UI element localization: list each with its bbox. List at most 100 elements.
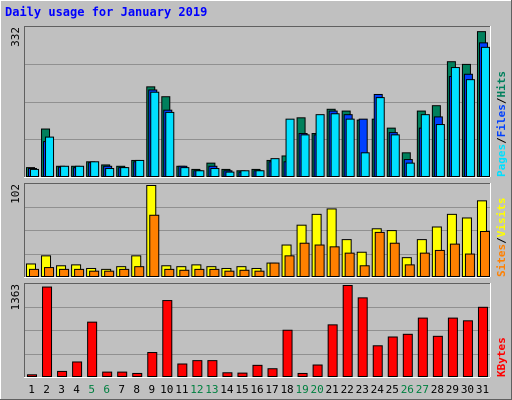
x-tick-label: 25 xyxy=(386,383,399,396)
x-tick-label: 2 xyxy=(43,383,50,396)
sites-bar xyxy=(449,243,460,278)
sites-bar xyxy=(59,268,70,278)
pages-bar xyxy=(345,118,355,177)
x-tick-label: 30 xyxy=(461,383,474,396)
kbytes-bar xyxy=(42,286,53,377)
kbytes-bar xyxy=(387,336,398,377)
sites-bar xyxy=(464,253,475,278)
pages-bar xyxy=(435,124,445,177)
x-tick-label: 11 xyxy=(175,383,188,396)
legend-visits: Visits xyxy=(495,198,508,238)
pages-bar xyxy=(315,114,325,178)
kbytes-bar xyxy=(117,371,128,378)
panel-3-ymax-label: 1363 xyxy=(9,284,22,311)
x-tick-label: 6 xyxy=(103,383,110,396)
legend-files: Files xyxy=(495,104,508,137)
sites-bar xyxy=(239,269,250,277)
kbytes-bar xyxy=(357,297,368,378)
pages-bar xyxy=(420,114,430,178)
kbytes-bar xyxy=(432,335,443,377)
pages-bar xyxy=(60,165,70,177)
pages-bar xyxy=(300,134,310,177)
panel-3-legend: KBytes xyxy=(495,337,508,377)
sites-bar xyxy=(374,231,385,277)
legend-sep: / xyxy=(495,97,508,104)
pages-bar xyxy=(480,46,490,177)
sites-bar xyxy=(344,252,355,278)
sites-bar xyxy=(389,242,400,278)
pages-bar xyxy=(45,136,55,177)
kbytes-bar xyxy=(102,371,113,378)
x-tick-label: 19 xyxy=(295,383,308,396)
kbytes-bar xyxy=(282,329,293,377)
x-tick-label: 9 xyxy=(148,383,155,396)
panel-2-legend: Sites/Visits xyxy=(495,198,508,278)
kbytes-bar xyxy=(237,372,248,377)
kbytes-bar xyxy=(87,321,98,377)
kbytes-bar xyxy=(417,317,428,378)
x-tick-label: 29 xyxy=(446,383,459,396)
kbytes-bar xyxy=(207,360,218,377)
kbytes-bar xyxy=(162,300,173,377)
sites-bar xyxy=(89,270,100,278)
pages-bar xyxy=(30,168,39,178)
pages-bar xyxy=(210,168,220,177)
pages-bar xyxy=(270,158,280,178)
pages-bar xyxy=(450,67,460,177)
x-tick-label: 23 xyxy=(356,383,369,396)
sites-bar xyxy=(299,242,310,278)
sites-bar xyxy=(134,266,145,278)
x-tick-label: 8 xyxy=(133,383,140,396)
kbytes-bar xyxy=(402,333,413,378)
pages-bar xyxy=(150,91,160,177)
sites-bar xyxy=(419,252,430,278)
pages-bar xyxy=(465,79,475,177)
sites-bar xyxy=(29,268,39,278)
kbytes-bar xyxy=(57,370,68,378)
kbytes-bar xyxy=(177,363,188,377)
pages-bar xyxy=(225,171,235,177)
panel-2-ymax-label: 102 xyxy=(9,184,22,204)
kbytes-bar xyxy=(462,320,473,378)
x-tick-label: 12 xyxy=(190,383,203,396)
x-tick-label: 16 xyxy=(250,383,263,396)
x-tick-label: 1 xyxy=(28,383,35,396)
sites-bar xyxy=(314,244,325,278)
sites-bar xyxy=(44,267,55,277)
sites-bar xyxy=(284,255,295,277)
x-tick-label: 20 xyxy=(311,383,324,396)
panel-1-legend: Pages/Files/Hits xyxy=(495,71,508,177)
legend-pages: Pages xyxy=(495,144,508,177)
kbytes-bar xyxy=(147,352,158,377)
x-tick-label: 10 xyxy=(160,383,173,396)
x-tick-label: 27 xyxy=(416,383,429,396)
kbytes-bar xyxy=(447,317,458,378)
kbytes-bar xyxy=(297,372,308,377)
kbytes-bar xyxy=(252,364,263,378)
pages-bar xyxy=(375,97,385,177)
kbytes-bar xyxy=(222,372,233,377)
kbytes-bar xyxy=(342,285,353,377)
kbytes-bar xyxy=(72,361,83,378)
pages-bar xyxy=(105,168,115,177)
x-tick-label: 5 xyxy=(88,383,95,396)
sites-bar xyxy=(104,270,115,278)
pages-bar xyxy=(330,113,340,178)
pages-bar xyxy=(195,170,205,177)
pages-bar xyxy=(180,167,190,178)
kbytes-bar xyxy=(327,324,338,378)
pages-bar xyxy=(135,159,145,178)
panel-1-area xyxy=(24,26,490,177)
sites-bar xyxy=(269,262,280,278)
sites-bar xyxy=(359,265,370,277)
legend-hits: Hits xyxy=(495,71,508,98)
kbytes-bar xyxy=(477,306,488,377)
x-tick-label: 7 xyxy=(118,383,125,396)
x-tick-label: 22 xyxy=(341,383,354,396)
sites-bar xyxy=(479,231,490,277)
kbytes-bar xyxy=(27,374,37,378)
pages-bar xyxy=(405,162,415,177)
pages-bar xyxy=(120,167,130,178)
legend-sites: Sites xyxy=(495,244,508,277)
kbytes-bar xyxy=(132,372,143,377)
